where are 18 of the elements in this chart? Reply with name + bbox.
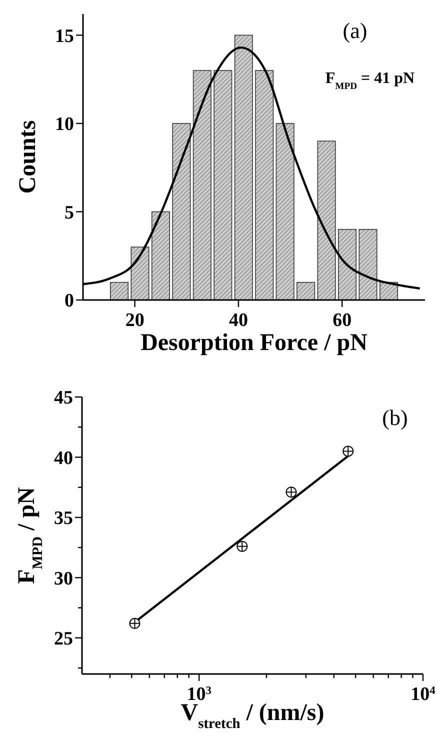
x-tick-label: 40 <box>228 310 248 331</box>
y-axis-title: Counts <box>15 120 41 194</box>
y-tick-label: 5 <box>64 202 74 224</box>
annotation: (a) <box>342 18 368 43</box>
y-tick-label: 45 <box>54 388 73 409</box>
x-tick-label: 60 <box>332 310 352 331</box>
annotation: (b) <box>382 405 408 430</box>
x-tick-label: 10$^{4}$ <box>410 684 436 705</box>
y-tick-label: 25 <box>54 628 73 650</box>
annotation: F$_{MPD}$ = 41 pN <box>325 70 416 92</box>
y-tick-label: 0 <box>64 290 74 312</box>
x-axis-title: Desorption Force / pN <box>140 330 368 356</box>
y-tick-label: 30 <box>54 568 73 590</box>
y-tick-label: 40 <box>54 448 73 469</box>
y-tick-label: 35 <box>54 508 73 530</box>
y-tick-label: 15 <box>55 26 74 47</box>
x-tick-label: 20 <box>125 310 144 331</box>
y-tick-label: 10 <box>55 114 74 136</box>
